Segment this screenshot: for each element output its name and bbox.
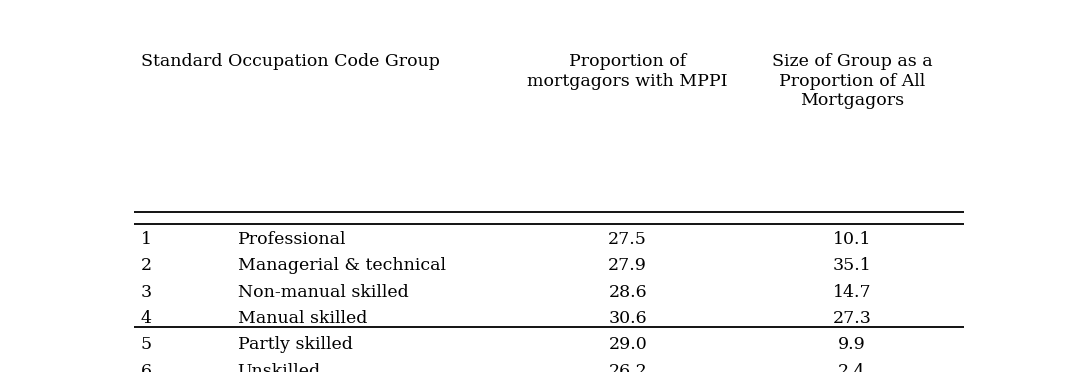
Text: 6: 6 (140, 363, 151, 372)
Text: 5: 5 (140, 336, 152, 353)
Text: 26.2: 26.2 (608, 363, 647, 372)
Text: 3: 3 (140, 283, 152, 301)
Text: 27.9: 27.9 (608, 257, 647, 274)
Text: Standard Occupation Code Group: Standard Occupation Code Group (140, 53, 439, 70)
Text: 2: 2 (140, 257, 152, 274)
Text: 27.5: 27.5 (608, 231, 647, 248)
Text: 2.4: 2.4 (838, 363, 865, 372)
Text: 27.3: 27.3 (832, 310, 872, 327)
Text: Partly skilled: Partly skilled (238, 336, 352, 353)
Text: 1: 1 (140, 231, 151, 248)
Text: 35.1: 35.1 (832, 257, 871, 274)
Text: 29.0: 29.0 (608, 336, 647, 353)
Text: 14.7: 14.7 (832, 283, 871, 301)
Text: Unskilled: Unskilled (238, 363, 320, 372)
Text: 28.6: 28.6 (608, 283, 647, 301)
Text: Managerial & technical: Managerial & technical (238, 257, 446, 274)
Text: Non-manual skilled: Non-manual skilled (238, 283, 408, 301)
Text: 30.6: 30.6 (608, 310, 647, 327)
Text: Manual skilled: Manual skilled (238, 310, 367, 327)
Text: Size of Group as a
Proportion of All
Mortgagors: Size of Group as a Proportion of All Mor… (771, 53, 932, 109)
Text: 10.1: 10.1 (832, 231, 871, 248)
Text: 9.9: 9.9 (838, 336, 865, 353)
Text: Proportion of
mortgagors with MPPI: Proportion of mortgagors with MPPI (527, 53, 728, 90)
Text: Professional: Professional (238, 231, 346, 248)
Text: 4: 4 (140, 310, 151, 327)
